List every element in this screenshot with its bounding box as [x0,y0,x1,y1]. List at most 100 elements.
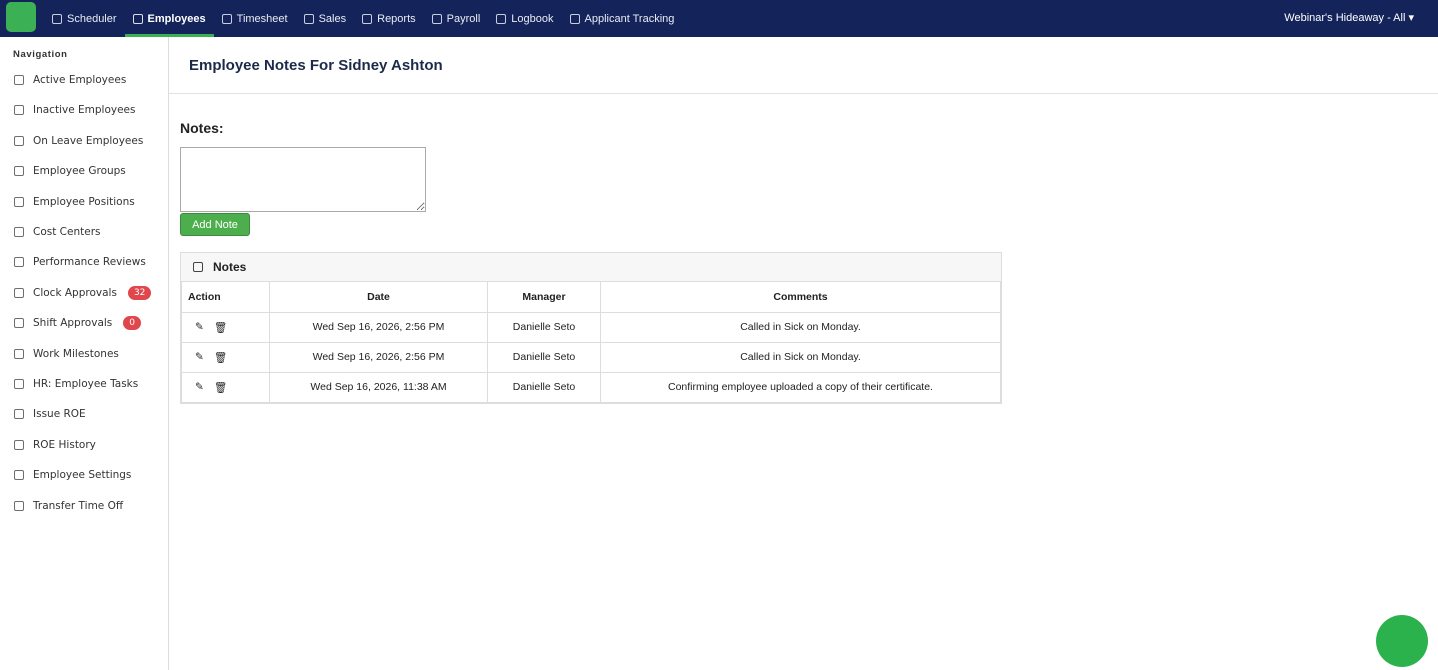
sidebar-label: Inactive Employees [33,104,136,117]
action-cell: ✎ 🗑 [181,341,270,373]
edit-icon[interactable]: ✎ [195,380,204,393]
nav-label: Scheduler [67,12,117,25]
chat-button[interactable] [1376,615,1428,667]
sidebar-icon [14,196,24,207]
header-row: Action Date Manager Comments [181,282,1001,313]
sidebar-icon [14,500,24,511]
badge: 0 [123,316,141,331]
nav-item[interactable]: Employees [124,0,214,37]
nav-icon [221,13,232,24]
nav-item[interactable]: Logbook [488,0,561,37]
notes-panel: Notes Action Date Manager Comments ✎ 🗑 Wed Sep… [180,252,1002,404]
table-cell: Called in Sick on Monday. [600,311,1001,343]
sidebar-item[interactable]: Active Employees [14,70,126,90]
location: Webinar's Hideaway - All [1284,12,1406,24]
column-header: Comments [600,282,1001,313]
sidebar-label: Active Employees [33,74,127,86]
sidebar-icon [14,75,24,85]
sidebar-item[interactable]: Transfer Time Off [14,496,123,516]
table-row: ✎ 🗑 Wed Sep 16, 2026, 2:56 PM Danielle Seto… [181,341,1001,373]
sidebar-label: Work Milestones [33,347,119,360]
nav-label: Employees [147,12,206,25]
nav-icon [431,13,442,24]
logo[interactable] [6,2,36,32]
sidebar-icon [14,227,24,237]
page-title: Employee Notes For Sidney Ashton [189,57,443,74]
actions: ✎ 🗑 [183,351,268,364]
table-body: ✎ 🗑 Wed Sep 16, 2026, 2:56 PM Danielle Seto… [181,311,1001,403]
sidebar-item[interactable]: HR: Employee Tasks [14,374,138,394]
add-note-button[interactable]: Add Note [180,213,250,236]
sidebar-label: ROE History [33,438,96,451]
delete-icon[interactable]: 🗑 [213,381,228,394]
notes-label: Notes: [180,120,224,136]
nav-label: Applicant Tracking [584,12,675,25]
column-header: Date [269,282,488,313]
nav-label: Logbook [511,12,554,25]
sidebar-label: Issue ROE [33,408,86,421]
nav-item[interactable]: Timesheet [214,0,296,37]
nav-item[interactable]: Payroll [424,0,489,37]
nav-item[interactable]: Applicant Tracking [562,0,683,37]
folder-icon [193,262,203,272]
sidebar-icon [14,409,24,420]
nav-icon [496,13,507,24]
table-row: ✎ 🗑 Wed Sep 16, 2026, 2:56 PM Danielle Seto… [181,311,1001,343]
nav-label: Sales [318,12,347,25]
sidebar-label: Performance Reviews [33,256,146,269]
edit-icon[interactable]: ✎ [195,320,204,333]
sidebar-label: Employee Settings [33,469,132,482]
sidebar-item[interactable]: On Leave Employees [14,131,143,151]
notes-input[interactable] [180,147,426,212]
column-header: Action [181,282,270,313]
nav-icon [52,13,62,24]
nav-label: Payroll [446,12,481,25]
top-bar: Scheduler Employees Timesheet Sales Reports P… [0,0,1438,37]
sidebar-item[interactable]: Inactive Employees [14,100,135,120]
sidebar-icon [14,287,24,298]
sidebar-label: Cost Centers [33,226,101,238]
sidebar-label: On Leave Employees [33,134,144,147]
sidebar-item[interactable]: Cost Centers [14,222,101,242]
sidebar-item[interactable]: Employee Groups [14,161,126,181]
table-cell: Wed Sep 16, 2026, 11:38 AM [269,371,488,403]
nav-icon [132,13,143,24]
nav-item[interactable]: Sales [296,0,355,37]
table-cell: Danielle Seto [487,311,601,343]
location-selector[interactable]: Webinar's Hideaway - All ▾ [1284,12,1414,24]
panel-header: Notes [181,253,1001,282]
sidebar-item[interactable]: Work Milestones [14,344,119,364]
delete-icon[interactable]: 🗑 [213,351,228,364]
sidebar-icon [14,439,24,450]
sidebar-item[interactable]: Issue ROE [14,404,86,424]
sidebar-icon [14,135,24,146]
page-header: Employee Notes For Sidney Ashton [169,37,1438,94]
edit-icon[interactable]: ✎ [195,350,204,363]
sidebar-item[interactable]: Employee Positions [14,192,135,212]
nav-icon [569,13,580,24]
panel-title: Notes [213,260,247,274]
sidebar-label: Employee Groups [33,165,126,178]
nav-item[interactable]: Scheduler [44,0,125,37]
table-row: ✎ 🗑 Wed Sep 16, 2026, 11:38 AM Danielle Set… [181,371,1001,403]
sidebar-label: Transfer Time Off [33,499,124,512]
table-cell: Danielle Seto [487,341,601,373]
table-cell: Wed Sep 16, 2026, 2:56 PM [269,341,488,373]
badge: 32 [127,285,152,300]
sidebar-item[interactable]: ROE History [14,435,96,455]
sidebar-item[interactable]: Performance Reviews [14,252,146,272]
nav-icon [303,13,314,24]
sidebar-label: Employee Positions [33,195,135,208]
table-cell: Confirming employee uploaded a copy of t… [600,371,1001,403]
delete-icon[interactable]: 🗑 [213,321,228,334]
sidebar-item[interactable]: Employee Settings [14,465,131,485]
sidebar-item[interactable]: Clock Approvals 32 [14,283,152,303]
nav-icon [362,13,373,24]
nav-item[interactable]: Reports [354,0,424,37]
column-header: Manager [487,282,601,313]
sidebar-label: Clock Approvals [33,286,117,299]
sidebar-icon [14,105,24,116]
sidebar-item[interactable]: Shift Approvals 0 [14,313,141,333]
table-cell: Danielle Seto [487,371,601,403]
